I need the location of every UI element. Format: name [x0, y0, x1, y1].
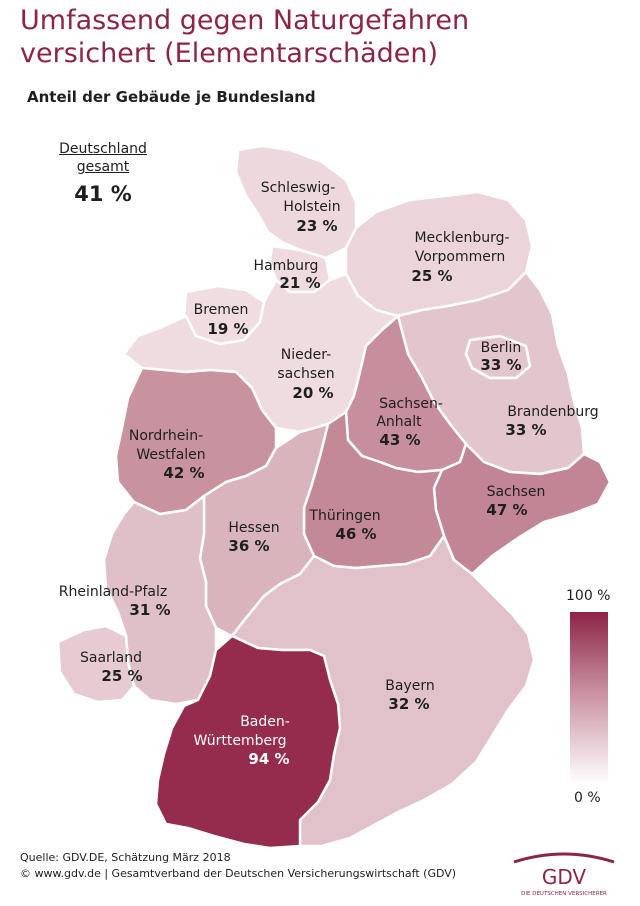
source-line-2: © www.gdv.de | Gesamtverband der Deutsch…: [20, 867, 457, 880]
name-th-1: Thüringen: [308, 508, 380, 524]
name-mv-1: Mecklenburg-: [414, 230, 509, 246]
value-he: 36 %: [228, 537, 269, 555]
title-line-1: Umfassend gegen Naturgefahren: [20, 5, 470, 36]
state-saarland[interactable]: [56, 624, 136, 704]
name-ni-2: sachsen: [277, 366, 334, 382]
name-he-1: Hessen: [228, 520, 279, 536]
legend-max-label: 100 %: [566, 588, 611, 604]
name-st-2: Anhalt: [376, 414, 422, 430]
name-sh-2: Holstein: [283, 199, 340, 215]
map-subtitle: Anteil der Gebäude je Bundesland: [27, 88, 316, 106]
name-hb-1: Bremen: [194, 302, 249, 318]
label-bayern: Bayern 32 %: [385, 678, 434, 713]
name-rp-1: Rheinland-Pfalz: [59, 584, 167, 600]
label-hessen: Hessen 36 %: [228, 520, 279, 555]
label-nordrhein-westfalen: Nordrhein- Westfalen 42 %: [129, 428, 206, 482]
name-be-1: Berlin: [481, 340, 522, 356]
label-thueringen: Thüringen 46 %: [308, 508, 380, 543]
national-label-1: Deutschland: [59, 141, 147, 157]
value-ni: 20 %: [292, 384, 333, 402]
national-summary: Deutschland gesamt 41 %: [48, 140, 158, 206]
logo-tagline: DIE DEUTSCHEN VERSICHERER: [521, 891, 607, 897]
name-mv-2: Vorpommern: [415, 249, 506, 265]
value-bw: 94 %: [248, 750, 289, 768]
name-st-1: Sachsen-: [379, 396, 443, 412]
label-saarland: Saarland 25 %: [80, 650, 143, 685]
value-st: 43 %: [379, 431, 420, 449]
value-be: 33 %: [480, 356, 521, 374]
value-sh: 23 %: [296, 217, 337, 235]
name-ni-1: Nieder-: [281, 347, 331, 363]
name-bb-1: Brandenburg: [507, 404, 598, 420]
title-line-2: versichert (Elementarschäden): [20, 38, 439, 69]
name-nw-1: Nordrhein-: [129, 428, 203, 444]
name-by-1: Bayern: [385, 678, 434, 694]
source-line-1: Quelle: GDV.DE, Schätzung März 2018: [20, 851, 231, 864]
name-bw-2: Württemberg: [193, 733, 286, 749]
national-label-2: gesamt: [76, 159, 130, 175]
legend-color-scale: [570, 612, 608, 784]
name-hh-1: Hamburg: [254, 258, 319, 274]
gdv-logo: GDV DIE DEUTSCHEN VERSICHERER: [513, 852, 615, 897]
value-sl: 25 %: [101, 667, 142, 685]
logo-arc: [513, 852, 615, 864]
label-baden-wuerttemberg: Baden- Württemberg 94 %: [193, 714, 289, 768]
name-sn-1: Sachsen: [487, 484, 546, 500]
name-sh-1: Schleswig-: [261, 180, 336, 196]
value-hh: 21 %: [279, 274, 320, 292]
value-nw: 42 %: [163, 464, 204, 482]
label-mecklenburg-vorpommern: Mecklenburg- Vorpommern 25 %: [411, 230, 509, 285]
value-hb: 19 %: [207, 320, 248, 338]
value-rp: 31 %: [129, 601, 170, 619]
logo-text: GDV: [542, 865, 587, 889]
label-niedersachsen: Nieder- sachsen 20 %: [277, 347, 334, 402]
value-by: 32 %: [388, 695, 429, 713]
label-rheinland-pfalz: Rheinland-Pfalz 31 %: [59, 584, 171, 619]
label-sachsen-anhalt: Sachsen- Anhalt 43 %: [376, 396, 443, 449]
value-mv: 25 %: [411, 267, 452, 285]
label-brandenburg: Brandenburg 33 %: [505, 404, 598, 439]
state-schleswig-holstein[interactable]: [234, 144, 358, 260]
value-th: 46 %: [335, 525, 376, 543]
source-note: Quelle: GDV.DE, Schätzung März 2018 © ww…: [20, 850, 456, 882]
name-bw-1: Baden-: [240, 714, 290, 730]
label-hamburg: Hamburg 21 %: [254, 258, 321, 292]
label-sachsen: Sachsen 47 %: [486, 484, 545, 519]
national-value: 41 %: [74, 182, 132, 206]
value-bb: 33 %: [505, 421, 546, 439]
label-schleswig-holstein: Schleswig- Holstein 23 %: [261, 180, 341, 235]
value-sn: 47 %: [486, 501, 527, 519]
legend-min-label: 0 %: [574, 790, 601, 806]
label-bremen: Bremen 19 %: [194, 302, 249, 338]
state-baden-wuerttemberg[interactable]: [154, 634, 342, 850]
label-berlin: Berlin 33 %: [480, 340, 521, 374]
map-title: Umfassend gegen Naturgefahren versichert…: [20, 4, 620, 70]
name-sl-1: Saarland: [80, 650, 142, 666]
name-nw-2: Westfalen: [136, 447, 205, 463]
